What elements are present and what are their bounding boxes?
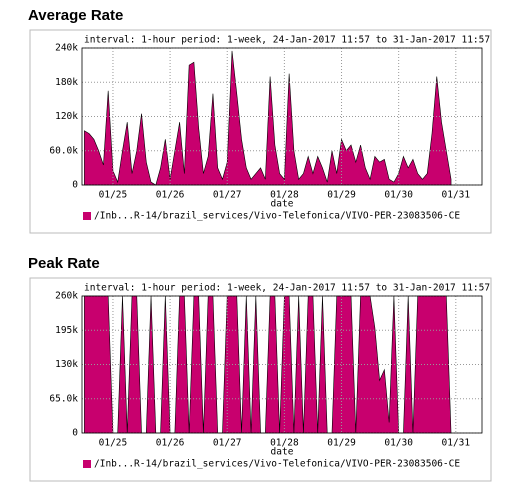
x-tick-label: 01/25 [99, 190, 128, 201]
chart-frame [29, 277, 492, 482]
chart-frame [29, 29, 492, 234]
x-tick-label: 01/28 [270, 438, 299, 449]
plot-frame [81, 295, 483, 434]
y-tick-label: 130k [55, 359, 78, 370]
chart-header: interval: 1-hour period: 1-week, 24-Jan-… [84, 35, 490, 46]
x-tick-label: 01/31 [442, 438, 471, 449]
y-tick-label: 65.0k [49, 393, 78, 404]
y-tick-label: 0 [72, 180, 78, 191]
x-tick-label: 01/26 [156, 438, 185, 449]
x-axis-label: date [271, 199, 294, 210]
chart-title: Average Rate [28, 7, 123, 24]
area [84, 50, 452, 186]
x-tick-label: 01/25 [99, 438, 128, 449]
y-tick-label: 195k [55, 325, 78, 336]
legend-swatch [83, 460, 91, 468]
x-axis-label: date [271, 447, 294, 458]
chart-header: interval: 1-hour period: 1-week, 24-Jan-… [84, 283, 490, 294]
x-tick-label: 01/27 [213, 190, 242, 201]
chart-title: Peak Rate [28, 255, 100, 272]
x-tick-label: 01/27 [213, 438, 242, 449]
legend-label: /Inb...R-14/brazil_services/Vivo-Telefon… [94, 459, 460, 470]
x-tick-label: 01/26 [156, 190, 185, 201]
x-tick-label: 01/31 [442, 190, 471, 201]
x-tick-label: 01/29 [327, 190, 356, 201]
x-tick-label: 01/29 [327, 438, 356, 449]
y-tick-label: 180k [55, 77, 78, 88]
legend-swatch [83, 212, 91, 220]
x-tick-label: 01/30 [384, 438, 413, 449]
legend-label: /Inb...R-14/brazil_services/Vivo-Telefon… [94, 211, 460, 222]
y-tick-label: 260k [55, 291, 78, 302]
x-tick-label: 01/30 [384, 190, 413, 201]
y-tick-label: 0 [72, 428, 78, 439]
x-tick-label: 01/28 [270, 190, 299, 201]
y-tick-label: 240k [55, 43, 78, 54]
y-tick-label: 60.0k [49, 145, 78, 156]
y-tick-label: 120k [55, 111, 78, 122]
plot-frame [81, 47, 483, 186]
